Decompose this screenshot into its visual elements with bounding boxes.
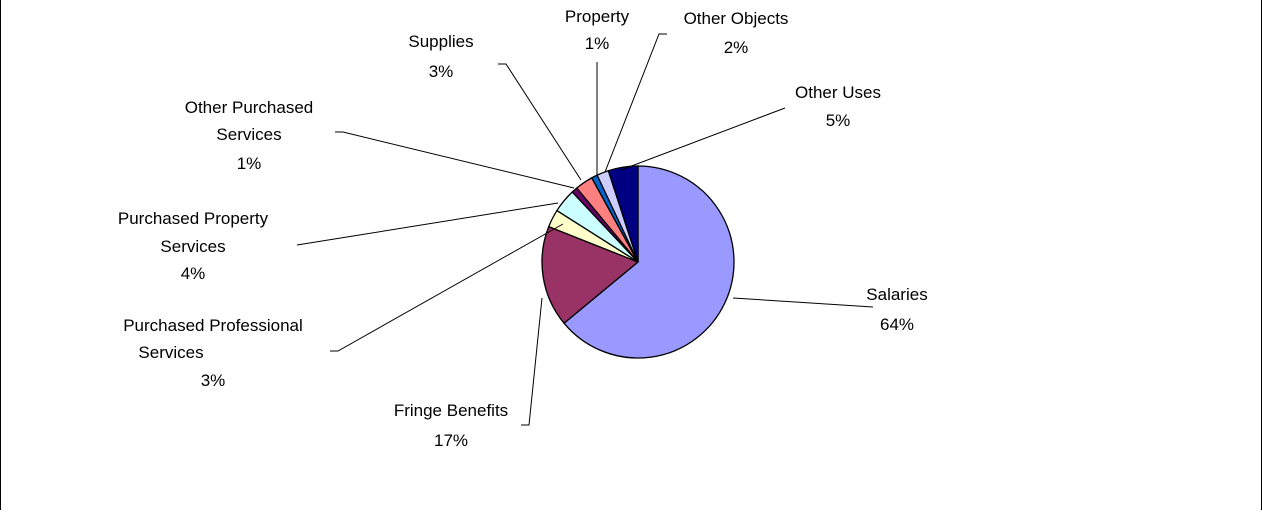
- leader-line-other-uses: [620, 107, 786, 171]
- category-label-fringe-benefits: Fringe Benefits: [394, 401, 508, 420]
- leader-line-other-objects: [604, 33, 667, 173]
- leader-line-supplies: [498, 63, 582, 181]
- slice-other-uses: [607, 165, 639, 263]
- leader-lines: [296, 33, 874, 426]
- value-label-salaries: 64%: [880, 315, 914, 334]
- category-label-purchased-property-services: Services: [160, 237, 225, 256]
- value-label-purchased-property-services: 4%: [181, 264, 206, 283]
- value-label-other-objects: 2%: [724, 38, 749, 57]
- leader-line-purchased-professional-services: [330, 223, 564, 352]
- category-label-supplies: Supplies: [408, 32, 473, 51]
- value-label-fringe-benefits: 17%: [434, 431, 468, 450]
- value-label-property: 1%: [585, 34, 610, 53]
- category-label-other-purchased-services: Services: [216, 125, 281, 144]
- category-label-property: Property: [565, 7, 630, 26]
- category-label-purchased-professional-services: Purchased Professional: [123, 316, 303, 335]
- category-label-other-purchased-services: Other Purchased: [185, 98, 314, 117]
- leader-line-salaries: [732, 297, 874, 308]
- leader-line-fringe-benefits: [521, 297, 543, 426]
- slice-salaries: [563, 165, 735, 359]
- pie-slices: [541, 165, 735, 359]
- category-label-purchased-professional-services: Services: [138, 343, 203, 362]
- value-label-purchased-professional-services: 3%: [201, 371, 226, 390]
- value-label-other-uses: 5%: [826, 111, 851, 130]
- leader-line-other-purchased-services: [335, 131, 575, 189]
- category-label-purchased-property-services: Purchased Property: [118, 209, 269, 228]
- data-labels: Salaries 64% Fringe Benefits 17% Purchased P…: [118, 7, 928, 450]
- value-label-other-purchased-services: 1%: [237, 154, 262, 173]
- category-label-other-objects: Other Objects: [684, 9, 789, 28]
- value-label-supplies: 3%: [429, 62, 454, 81]
- category-label-other-uses: Other Uses: [795, 83, 881, 102]
- leader-line-purchased-property-services: [296, 202, 559, 246]
- category-label-salaries: Salaries: [866, 285, 927, 304]
